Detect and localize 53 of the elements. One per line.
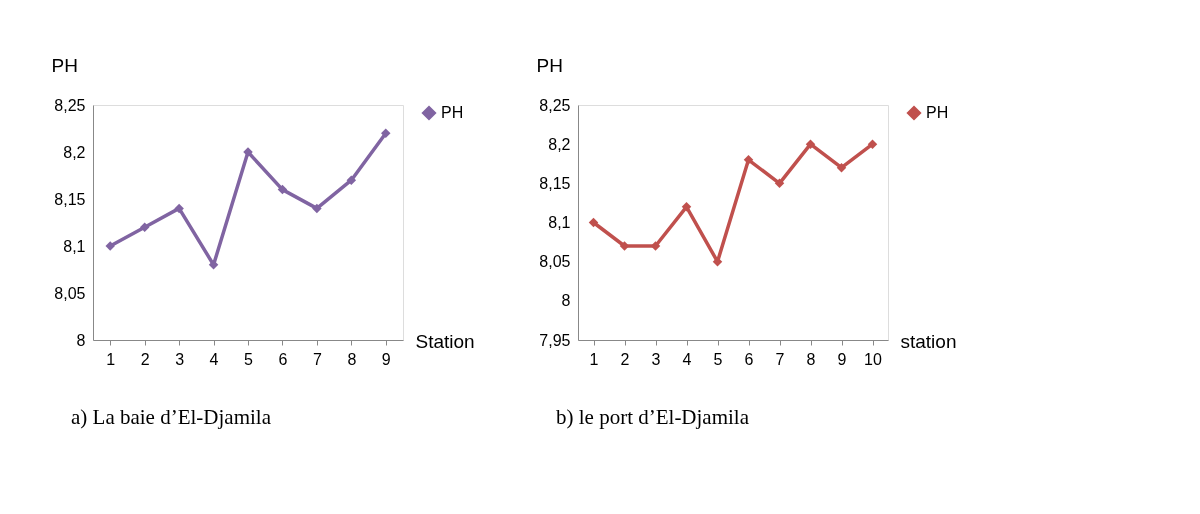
- x-tick-label: 5: [713, 350, 723, 368]
- x-tick-label: 2: [140, 350, 150, 368]
- point: [588, 217, 599, 228]
- x-tick-label: 5: [244, 350, 254, 368]
- point: [805, 139, 816, 149]
- point: [312, 203, 322, 214]
- y-tick-label: 8,05: [539, 253, 571, 271]
- point: [139, 222, 150, 232]
- point: [743, 155, 754, 165]
- x-axis-title: station: [900, 330, 957, 352]
- point: [174, 203, 184, 214]
- legend-label: PH: [441, 104, 464, 121]
- point: [381, 128, 391, 138]
- y-tick-label: 8,1: [548, 214, 571, 231]
- text: b) le port d’El-Djamila: [556, 405, 750, 429]
- y-tick-label: 8: [76, 331, 86, 349]
- y-tick-label: 8,2: [548, 135, 571, 153]
- y-tick-label: 8,2: [63, 143, 86, 161]
- point: [346, 175, 357, 185]
- point: [681, 202, 692, 212]
- x-axis-title: Station: [415, 330, 475, 352]
- point: [836, 162, 847, 173]
- y-tick-label: 8: [561, 292, 571, 310]
- point: [277, 184, 288, 195]
- point: [867, 139, 878, 149]
- y-tick-label: 8,05: [54, 284, 86, 302]
- x-tick-label: 7: [775, 350, 785, 368]
- y-axis-title: PH: [536, 54, 563, 76]
- legend-label: PH: [926, 104, 949, 121]
- x-tick-label: 1: [589, 350, 599, 368]
- y-tick-label: 8,15: [54, 190, 86, 208]
- y-tick-label: 8,1: [63, 237, 86, 255]
- y-axis-title: PH: [51, 54, 78, 76]
- x-tick-label: 7: [312, 350, 322, 368]
- x-tick-label: 9: [837, 350, 847, 368]
- y-tick-label: 7,95: [539, 331, 571, 349]
- x-tick-label: 4: [682, 350, 692, 368]
- x-tick-label: 10: [864, 350, 882, 368]
- x-tick-label: 8: [806, 350, 816, 368]
- x-tick-label: 4: [209, 350, 219, 368]
- point: [774, 178, 785, 189]
- x-tick-label: 9: [381, 350, 391, 368]
- y-tick-label: 8,25: [54, 96, 86, 114]
- x-tick-label: 1: [106, 350, 116, 368]
- y-tick-label: 8,15: [539, 174, 571, 192]
- x-tick-label: 6: [278, 350, 288, 368]
- x-tick-label: 3: [651, 350, 661, 368]
- text: a) La baie d’El-Djamila: [71, 405, 272, 429]
- x-tick-label: 6: [744, 350, 754, 368]
- x-tick-label: 3: [175, 350, 185, 368]
- y-tick-label: 8,25: [539, 96, 571, 114]
- x-tick-label: 2: [620, 350, 630, 368]
- x-tick-label: 8: [347, 350, 357, 368]
